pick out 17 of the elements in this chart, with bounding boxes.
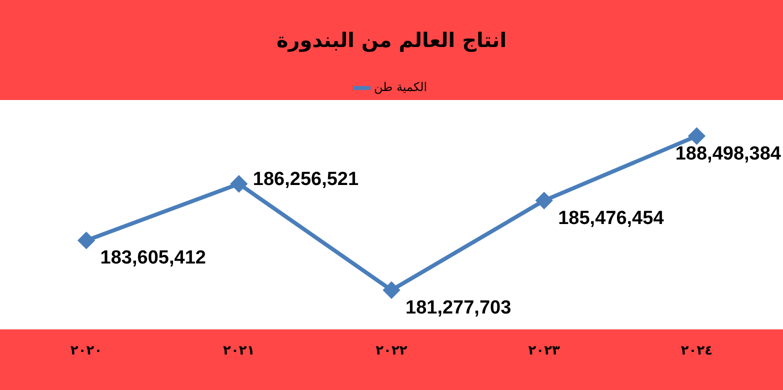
x-tick-label: ٢٠٢٣: [528, 344, 560, 359]
chart-title: انتاج العالم من البندورة: [276, 28, 507, 52]
data-label: 186,256,521: [252, 169, 359, 190]
x-tick-label: ٢٠٢١: [223, 344, 255, 359]
point: [688, 128, 705, 144]
data-label: 185,476,454: [558, 208, 664, 229]
legend-label: الكمية طن: [374, 80, 428, 94]
data-label: 181,277,703: [406, 297, 512, 318]
point: [384, 282, 400, 298]
x-tick-label: ٢٠٢٠: [70, 344, 102, 359]
data-label: 188,498,384: [675, 143, 782, 164]
point: [230, 176, 247, 192]
point: [536, 192, 552, 209]
data-label: 183,605,412: [100, 248, 206, 269]
x-tick-label: ٢٠٢٤: [680, 344, 713, 359]
x-tick-label: ٢٠٢٢: [376, 344, 408, 359]
point: [78, 232, 94, 248]
